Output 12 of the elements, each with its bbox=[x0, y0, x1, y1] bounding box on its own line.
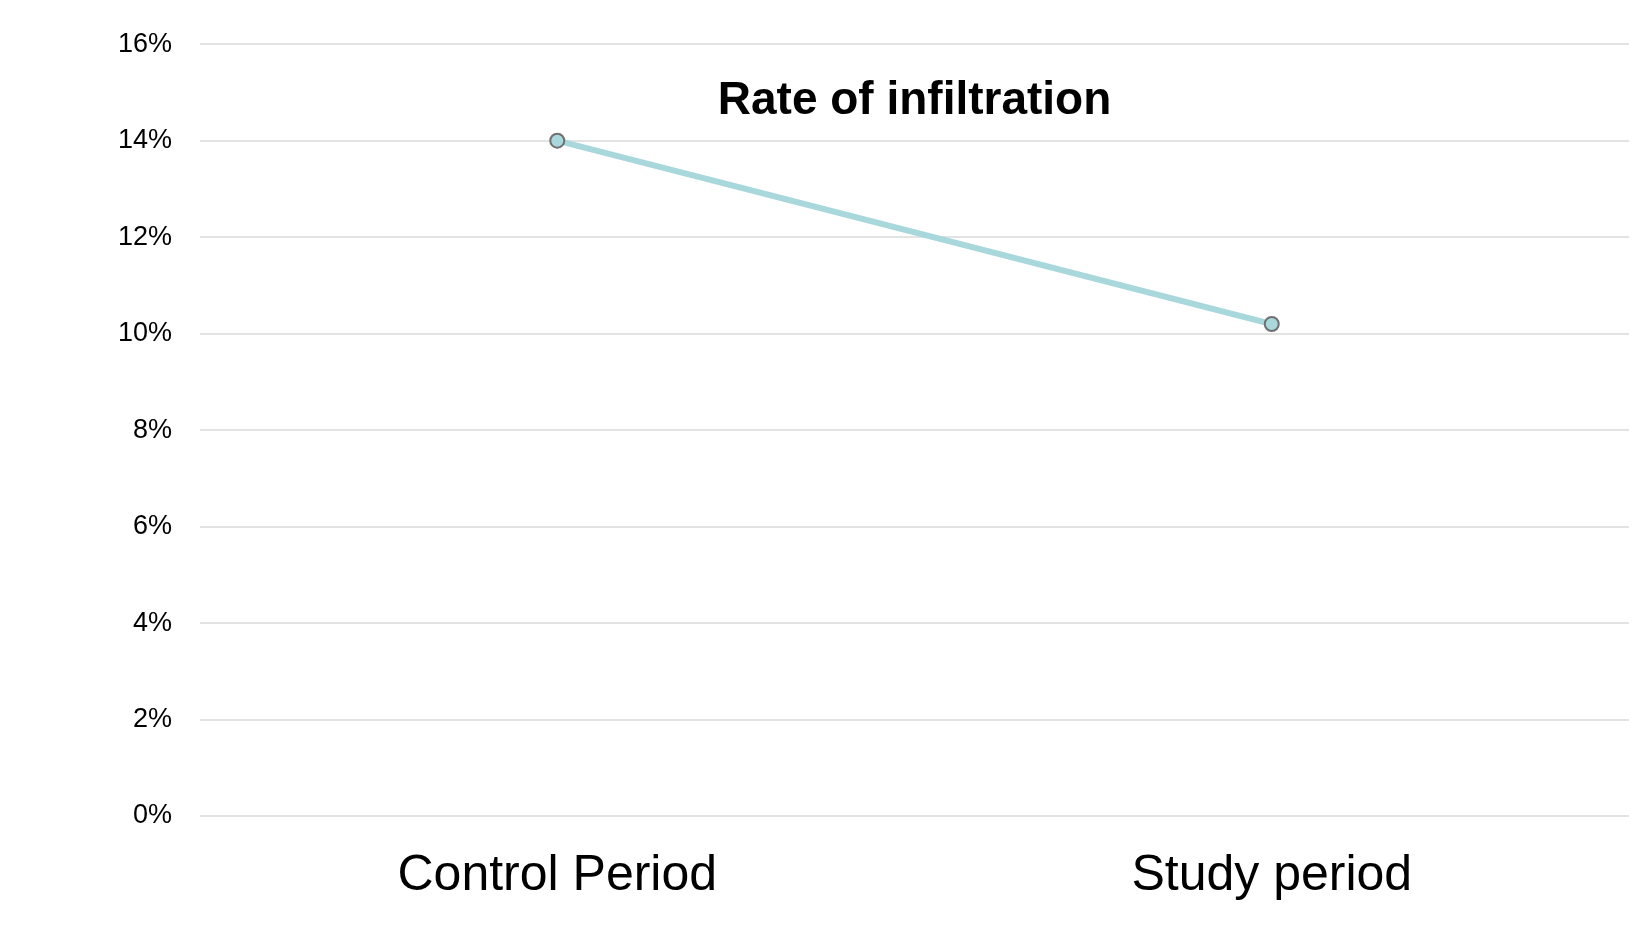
y-tick-label: 2% bbox=[133, 702, 173, 733]
y-tick-label: 10% bbox=[117, 317, 173, 348]
y-tick-label: 0% bbox=[133, 799, 173, 830]
x-tick-label: Control Period bbox=[397, 844, 718, 901]
text: Rate of infiltration bbox=[717, 71, 1112, 124]
y-tick-label: 6% bbox=[133, 510, 173, 541]
y-tick-label: 16% bbox=[117, 27, 173, 58]
y-tick-label: 12% bbox=[117, 220, 173, 251]
y-tick-label: 8% bbox=[133, 413, 173, 444]
x-tick-label: Study period bbox=[1131, 844, 1413, 901]
y-tick-label: 4% bbox=[133, 606, 173, 637]
y-tick-label: 14% bbox=[117, 124, 173, 155]
